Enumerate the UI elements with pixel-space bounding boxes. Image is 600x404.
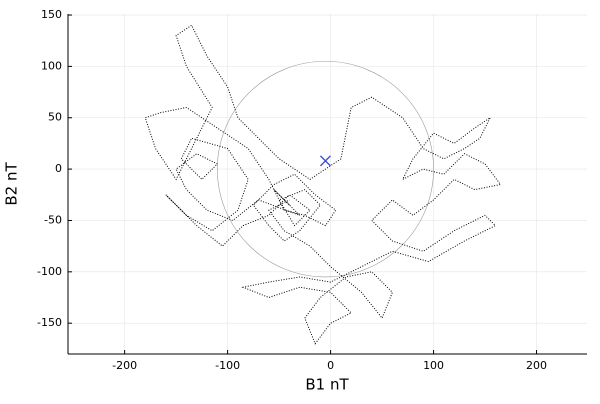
y-tick-label: -150 (37, 316, 62, 329)
x-tick-label: -200 (112, 359, 137, 372)
y-tick-label: 50 (48, 111, 62, 124)
y-tick-label: 100 (41, 59, 62, 72)
reference-circle (217, 60, 434, 278)
x-axis-label: B1 nT (305, 376, 349, 394)
marker-stroke (319, 155, 331, 167)
x-tick-label: -100 (215, 359, 240, 372)
x-tick-label: 100 (423, 359, 444, 372)
center-marker (319, 155, 331, 167)
y-tick-label: 150 (41, 8, 62, 21)
y-tick-label: -100 (37, 265, 62, 278)
y-tick-label: 0 (55, 162, 62, 175)
x-tick-label: 0 (327, 359, 334, 372)
y-axis-label: B2 nT (3, 162, 21, 206)
trajectory (144, 24, 502, 345)
x-tick-label: 200 (526, 359, 547, 372)
y-tick-label: -50 (44, 213, 62, 226)
